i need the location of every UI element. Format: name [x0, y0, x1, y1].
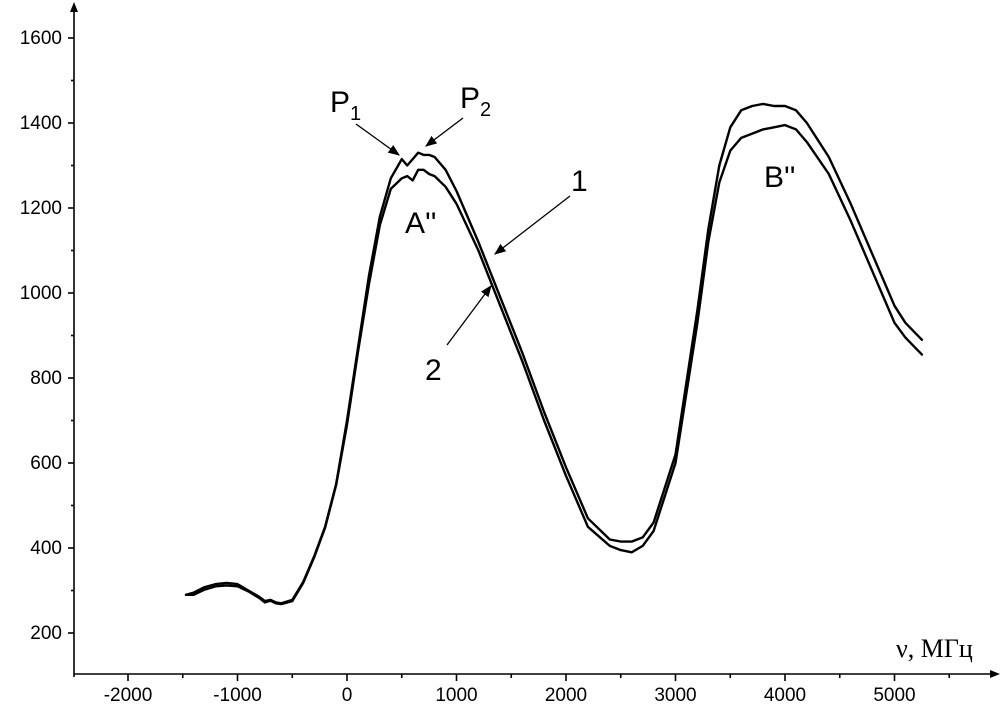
- y-tick-label: 1000: [20, 283, 62, 304]
- y-tick-label: 1200: [20, 198, 62, 219]
- annotation-p2: P2: [460, 82, 491, 121]
- series-line-1: [184, 102, 924, 605]
- arrow-p2: [425, 117, 464, 147]
- x-axis-arrow: [990, 670, 1000, 678]
- x-tick-label: 3000: [654, 685, 696, 706]
- annotation-b: B'': [764, 161, 795, 194]
- series-layer: [184, 102, 924, 606]
- x-tick-label: 4000: [764, 685, 806, 706]
- arrow-p1: [355, 123, 400, 156]
- x-tick-label: 1000: [435, 685, 477, 706]
- y-tick-label: 1600: [20, 28, 62, 49]
- annotation-1: 1: [571, 165, 588, 198]
- y-tick-label: 1400: [20, 113, 62, 134]
- y-tick-label: 600: [30, 453, 62, 474]
- series-line-2: [184, 123, 924, 606]
- ticks: 200 400 600 800 1000 1200 1400 1600 -2000 -1000 0 1…: [20, 28, 951, 706]
- x-axis-label: ν, МГц: [896, 634, 973, 663]
- arrow-1: [494, 195, 571, 255]
- y-tick-label: 800: [30, 368, 62, 389]
- x-tick-label: -2000: [104, 685, 153, 706]
- y-tick-label: 400: [30, 538, 62, 559]
- y-tick-label: 200: [30, 623, 62, 644]
- annotation-2: 2: [425, 354, 442, 387]
- annotation-a: A'': [405, 207, 436, 240]
- x-tick-label: -1000: [213, 685, 262, 706]
- x-tick-label: 0: [342, 685, 353, 706]
- y-axis-arrow: [70, 2, 78, 12]
- x-tick-label: 5000: [873, 685, 915, 706]
- axes: [70, 2, 1000, 678]
- x-tick-label: 2000: [545, 685, 587, 706]
- arrow-2: [446, 285, 492, 346]
- annotation-p1: P1: [330, 86, 361, 125]
- annotations: P1 P2 A'' B'' 1 2 ν, МГц: [330, 82, 973, 663]
